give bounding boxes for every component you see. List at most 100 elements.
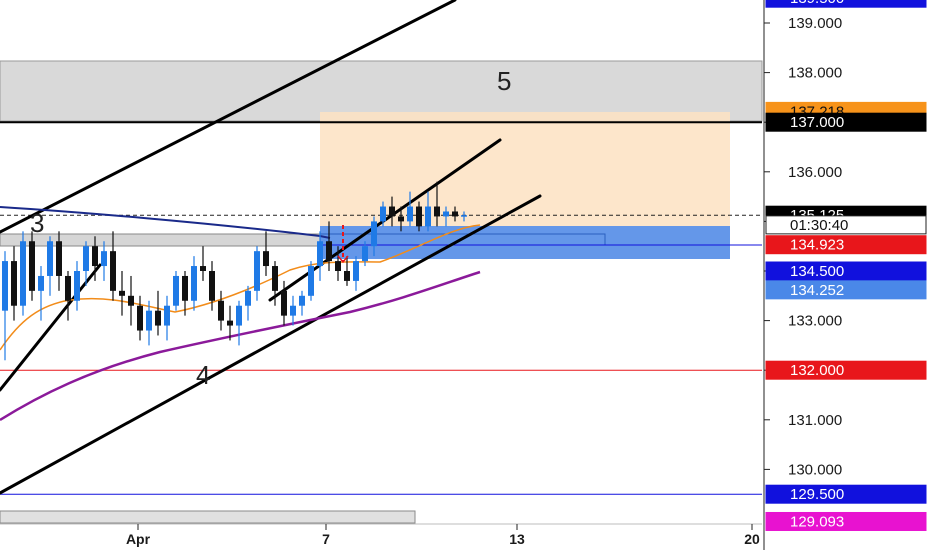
candle[interactable] [254,246,260,301]
candle[interactable] [110,231,116,301]
price-tag[interactable]: 129.093 [765,511,927,531]
time-axis[interactable]: Apr 7 13 20 [0,523,762,547]
candle[interactable] [326,221,332,271]
candle[interactable] [398,206,404,232]
candle[interactable] [227,305,233,341]
candle[interactable] [335,246,341,281]
candle[interactable] [272,261,278,306]
candle[interactable] [236,300,242,346]
candle-body [416,206,422,227]
price-tag-label: 134.923 [790,237,844,254]
candle-body [110,251,116,291]
price-tick-label: 139.000 [788,15,842,32]
price-tag-bg [765,0,927,8]
candles-layer[interactable] [2,181,467,361]
candle[interactable] [173,271,179,311]
candle[interactable] [29,231,35,301]
candle[interactable] [407,191,413,227]
candle[interactable] [74,261,80,311]
price-tag[interactable]: 137.000 [765,112,927,132]
candle[interactable] [263,231,269,276]
price-tag[interactable]: 134.923 [765,235,927,255]
candle[interactable] [182,271,188,316]
candle[interactable] [317,231,323,281]
price-tag[interactable]: 139.500 [765,0,927,8]
candle[interactable] [92,236,98,281]
candle[interactable] [137,295,143,341]
candle[interactable] [371,216,377,257]
candle-body [326,241,332,262]
price-tag[interactable]: 134.252 [765,280,927,300]
candle[interactable] [290,295,296,326]
price-tag-bg [765,360,927,380]
candle[interactable] [146,300,152,346]
candle[interactable] [425,191,431,232]
candle[interactable] [38,266,44,321]
wave-label-4: 4 [196,360,210,390]
price-tag-label: 129.500 [790,486,844,503]
candle-body [389,206,395,217]
candle[interactable] [389,196,395,227]
candle-body [29,241,35,291]
background-zones-layer [0,60,763,524]
candle-body [2,261,8,311]
candle-body [344,271,350,281]
candle[interactable] [443,206,449,227]
candle[interactable] [56,231,62,291]
price-tag[interactable]: 129.500 [765,484,927,504]
price-tick-label: 130.000 [788,461,842,478]
candle[interactable] [434,181,440,227]
candle[interactable] [218,290,224,331]
candle-body [155,310,161,326]
candle[interactable] [416,201,422,232]
candle[interactable] [83,241,89,286]
price-tag-bg [765,280,927,300]
price-tag-bg [765,484,927,504]
price-tick-label: 133.000 [788,313,842,330]
candle[interactable] [344,256,350,286]
candle[interactable] [11,246,17,321]
candle[interactable] [308,261,314,301]
candle[interactable] [101,241,107,281]
price-tag-label: 132.000 [790,362,844,379]
candle-body [200,266,206,271]
candle[interactable] [353,256,359,291]
price-tag-label: 134.252 [790,282,844,299]
candle[interactable] [380,201,386,227]
price-tag[interactable]: 134.500 [765,261,927,281]
candle[interactable] [245,285,251,321]
candle[interactable] [191,256,197,311]
price-axis[interactable]: 130.000131.000132.000133.000134.000136.0… [763,0,927,550]
candle[interactable] [47,236,53,296]
price-tag[interactable]: 132.000 [765,360,927,380]
trendline-3 [0,194,542,495]
candle[interactable] [209,261,215,311]
candle-body [65,275,71,301]
time-tick-label: 7 [322,531,330,547]
candle[interactable] [281,280,287,326]
candle-body [218,300,224,321]
candle-body [353,261,359,281]
candle[interactable] [65,271,71,321]
price-tag-label: 137.000 [790,114,844,131]
candle[interactable] [452,206,458,222]
candle[interactable] [299,290,305,316]
candle-body [335,261,341,271]
candle[interactable] [119,271,125,316]
price-tag-bg [765,261,927,281]
candle[interactable] [461,211,467,222]
candle[interactable] [2,251,8,361]
price-tick-label: 131.000 [788,412,842,429]
candle-body [308,266,314,296]
candle[interactable] [155,290,161,336]
candle[interactable] [20,231,26,316]
candle-body [434,206,440,217]
candle[interactable] [362,241,368,267]
price-tag[interactable]: 01:30:40 [765,215,927,235]
candle-body [443,211,449,217]
candle[interactable] [164,295,170,341]
candle[interactable] [200,246,206,281]
wave-label-5: 5 [497,66,511,96]
candle[interactable] [128,275,134,326]
